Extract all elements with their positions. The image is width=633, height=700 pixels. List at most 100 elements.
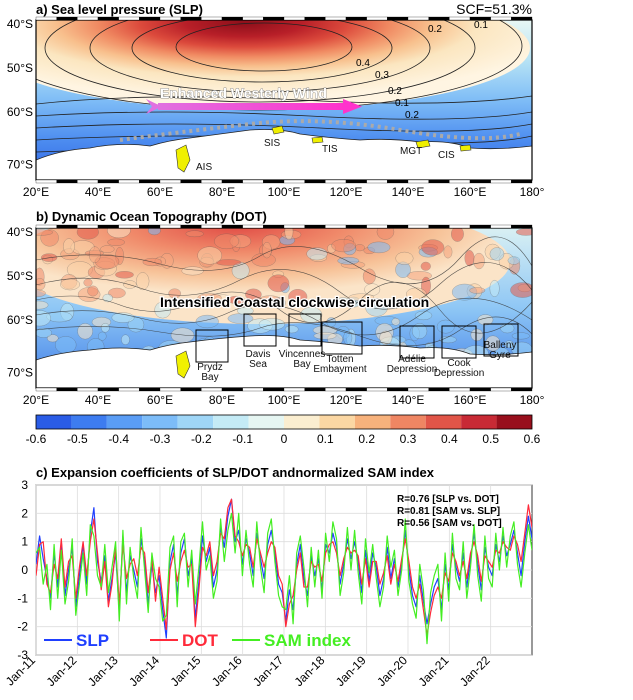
series-line-dot xyxy=(36,498,532,636)
frame-segment xyxy=(428,224,450,229)
contour-label: 0.4 xyxy=(356,58,370,69)
region-box xyxy=(195,329,229,363)
frame-segment xyxy=(449,224,471,229)
frame-segment xyxy=(35,224,57,229)
frame-segment xyxy=(511,16,533,21)
frame-segment xyxy=(511,179,533,184)
contour-label: 0.2 xyxy=(388,86,402,97)
lon-tick-label: 160°E xyxy=(454,393,487,407)
colorbar-tick-label: -0.5 xyxy=(67,432,88,446)
dot-anomaly-cell xyxy=(83,278,93,287)
colorbar-tick-label: 0 xyxy=(281,432,288,446)
frame-segment xyxy=(242,179,264,184)
dot-anomaly-cell xyxy=(185,230,204,238)
dot-anomaly-cell xyxy=(237,306,254,316)
frame-segment xyxy=(511,387,533,392)
colorbar-tick-label: -0.2 xyxy=(191,432,212,446)
panel-b-frame xyxy=(35,224,533,392)
dot-anomaly-cell xyxy=(515,228,532,236)
mertz-glacier-tongue xyxy=(415,139,431,149)
frame-segment xyxy=(283,224,305,229)
dot-anomaly-cell xyxy=(36,229,54,236)
frame-segment xyxy=(283,387,305,392)
region-box xyxy=(243,313,277,347)
x-tick-label: Jan-16 xyxy=(209,653,245,689)
slp-place-names: AIS SIS TIS MGT CIS xyxy=(196,138,455,173)
correlation-annotation: R=0.56 [SAM vs. DOT] xyxy=(397,518,502,529)
colorbar-tick-label: -0.1 xyxy=(232,432,253,446)
frame-segment xyxy=(118,16,140,21)
frame-segment xyxy=(180,16,202,21)
region-box xyxy=(288,313,322,347)
dot-anomaly-cell xyxy=(100,322,110,333)
dot-anomaly-cell xyxy=(379,330,393,345)
frame-segment xyxy=(118,387,140,392)
lon-tick-label: 60°E xyxy=(147,393,173,407)
dot-anomaly-cell xyxy=(102,293,113,303)
frame-segment xyxy=(159,179,181,184)
dot-anomaly-cell xyxy=(391,317,401,326)
frame-segment xyxy=(118,224,140,229)
frame-segment xyxy=(407,179,429,184)
colorbar-swatch xyxy=(425,415,462,429)
frame-segment xyxy=(263,16,285,21)
contour-label: 0.3 xyxy=(375,70,389,81)
lon-tick-label: 100°E xyxy=(268,185,301,199)
dot-anomaly-cell xyxy=(510,282,532,298)
dot-anomaly-cell xyxy=(54,336,77,354)
correlation-annotation: R=0.81 [SAM vs. SLP] xyxy=(397,506,500,517)
dot-anomaly-cell xyxy=(470,328,484,342)
frame-segment xyxy=(366,224,388,229)
dot-anomaly-cell xyxy=(136,272,150,291)
frame-segment xyxy=(469,16,491,21)
frame-segment xyxy=(345,224,367,229)
frame-segment xyxy=(97,224,119,229)
frame-segment xyxy=(304,387,326,392)
dot-anomaly-cell xyxy=(63,238,75,255)
x-tick-label: Jan-13 xyxy=(85,653,121,689)
slp-map: Enhanced Westerly Wind 0.2 0.10.40.30.20.… xyxy=(36,20,532,180)
dot-contours xyxy=(36,236,532,346)
dot-anomaly-cell xyxy=(227,295,245,304)
lon-tick-label: 20°E xyxy=(23,393,49,407)
colorbar-swatch xyxy=(106,415,143,429)
series-line-sam-index xyxy=(36,512,532,645)
frame-segment xyxy=(387,16,409,21)
frame-segment xyxy=(35,16,57,21)
region-box xyxy=(441,325,477,359)
frame-segment xyxy=(159,224,181,229)
legend-label: SLP xyxy=(76,631,109,650)
dot-anomaly-cell xyxy=(365,298,388,317)
colorbar-swatch xyxy=(461,415,497,429)
region-label: Davis xyxy=(245,349,270,360)
frame-segment xyxy=(139,387,161,392)
frame-segment xyxy=(263,224,285,229)
colorbar-swatch xyxy=(354,415,391,429)
frame-segment xyxy=(201,387,223,392)
frame-segment xyxy=(490,16,512,21)
frame-segment xyxy=(56,16,78,21)
frame-segment xyxy=(201,224,223,229)
x-tick-label: Jan-15 xyxy=(168,653,204,689)
lat-tick-label: 60°S xyxy=(7,313,33,327)
frame-segment xyxy=(428,16,450,21)
frame-segment xyxy=(407,387,429,392)
dot-anomaly-cell xyxy=(87,285,99,297)
panel-a-title: a) Sea level pressure (SLP) xyxy=(36,2,203,17)
lat-tick-label: 60°S xyxy=(7,105,33,119)
dot-anomaly-cell xyxy=(262,242,272,259)
dot-anomaly-cell xyxy=(197,293,222,303)
correlation-annotation: R=0.76 [SLP vs. DOT] xyxy=(397,494,499,505)
region-label: Depression xyxy=(387,364,438,375)
chart-annotations: R=0.76 [SLP vs. DOT]R=0.81 [SAM vs. SLP]… xyxy=(397,494,502,529)
frame-segment xyxy=(325,387,347,392)
colorbar-tick-label: -0.3 xyxy=(150,432,171,446)
frame-segment xyxy=(139,179,161,184)
dot-anomaly-cell xyxy=(439,336,457,344)
frame-segment xyxy=(242,16,264,21)
x-tick-label: Jan-17 xyxy=(250,653,286,689)
westerly-wind-arrow xyxy=(146,99,362,114)
frame-segment xyxy=(180,224,202,229)
frame-segment xyxy=(387,179,409,184)
